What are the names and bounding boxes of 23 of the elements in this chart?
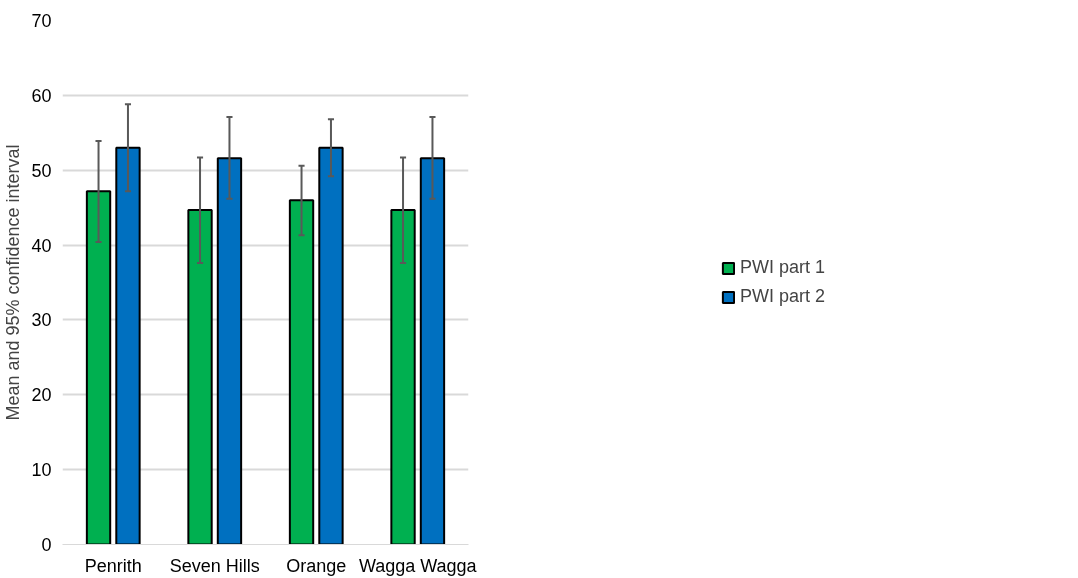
y-tick-label: 50 xyxy=(31,160,52,181)
y-tick-label: 70 xyxy=(31,11,52,31)
bar xyxy=(390,208,416,545)
x-tick-label: Wagga Wagga xyxy=(358,555,478,576)
x-tick-label: Seven Hills xyxy=(169,555,260,576)
bar xyxy=(318,146,344,545)
y-tick-label: 40 xyxy=(31,235,52,256)
bar xyxy=(216,157,243,545)
bar xyxy=(288,199,315,545)
y-tick-label: 0 xyxy=(41,535,52,555)
y-tick-label: 60 xyxy=(31,85,52,106)
legend-label: PWI part 1 xyxy=(739,257,826,278)
legend-label: PWI part 2 xyxy=(739,286,826,307)
bar xyxy=(85,190,112,545)
y-axis-title: Mean and 95% confidence interval xyxy=(3,144,24,421)
y-tick-label: 10 xyxy=(31,460,52,481)
y-tick-label: 20 xyxy=(31,385,52,406)
bar xyxy=(187,208,213,545)
bar xyxy=(419,157,446,545)
y-tick-label: 30 xyxy=(31,310,52,331)
x-tick-label: Orange xyxy=(286,555,347,576)
bar xyxy=(115,146,141,545)
x-tick-label: Penrith xyxy=(84,555,142,576)
